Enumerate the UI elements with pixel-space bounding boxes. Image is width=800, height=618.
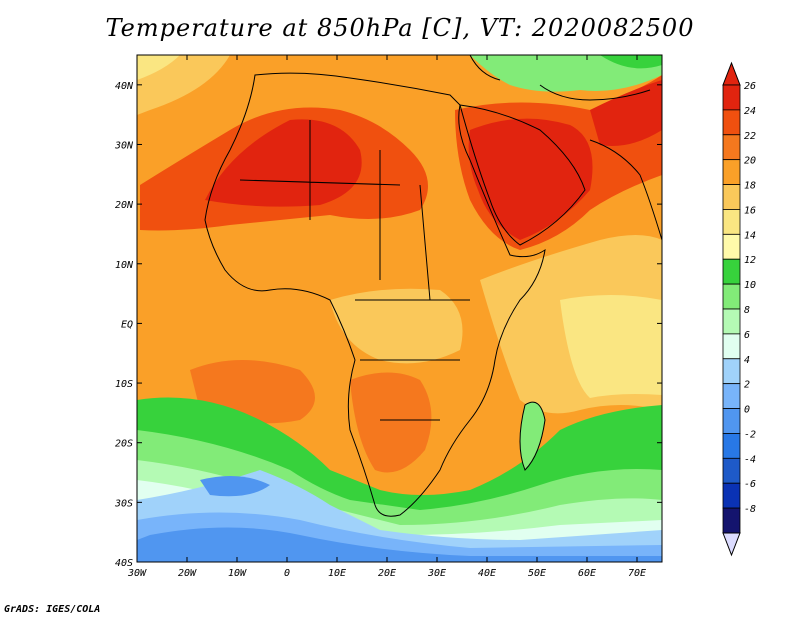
colorbar-segment	[722, 457, 741, 484]
lon-tick-label: 10E	[328, 568, 346, 579]
lon-tick-label: 0	[284, 568, 290, 579]
lon-tick-label: 30E	[427, 568, 446, 579]
lat-tick-label: 20S	[115, 439, 133, 450]
lat-tick-label: 10S	[115, 379, 133, 390]
colorbar-segment	[722, 482, 741, 509]
chart-title: Temperature at 850hPa [C], VT: 202008250…	[105, 14, 695, 42]
colorbar-label: -6	[744, 479, 756, 490]
colorbar-segment	[722, 134, 741, 161]
colorbar-segment	[722, 408, 741, 434]
lat-tick-label: 30N	[114, 140, 134, 151]
lat-tick-label: EQ	[121, 319, 133, 330]
colorbar-segment	[722, 233, 741, 260]
colorbar-label: 16	[744, 205, 756, 216]
colorbar-label: 20	[744, 156, 756, 167]
colorbar-segment	[722, 109, 741, 136]
colorbar-label: 2	[744, 380, 750, 391]
lon-tick-label: 10W	[228, 568, 247, 579]
lat-tick-label: 40S	[115, 558, 133, 569]
longitude-axis: 30W 20W 10W 0 10E 20E 30E 40E 50E 60E 70E	[127, 55, 646, 579]
lon-tick-label: 30W	[127, 568, 147, 579]
colorbar-segment	[722, 84, 741, 111]
colorbar-label: 4	[744, 355, 750, 366]
lon-tick-label: 20W	[178, 568, 197, 579]
colorbar-segment	[722, 507, 741, 534]
colorbar-label: 10	[744, 280, 756, 291]
colorbar-label: -8	[744, 504, 756, 515]
colorbar-label: 24	[744, 106, 756, 117]
colorbar-label: 0	[744, 405, 750, 416]
colorbar-segment	[722, 258, 741, 285]
colorbar-label: 8	[744, 305, 750, 316]
colorbar-label: 26	[744, 81, 756, 92]
lat-tick-label: 20N	[115, 200, 134, 211]
colorbar-label: -2	[744, 429, 756, 440]
colorbar-label: -4	[744, 454, 756, 465]
lat-tick-label: 40N	[115, 81, 134, 92]
colorbar-segment	[722, 308, 741, 335]
colorbar-segment	[722, 383, 741, 409]
coastlines	[204, 55, 662, 517]
colorbar-segment	[722, 283, 741, 310]
colorbar-segment	[722, 209, 741, 235]
lon-tick-label: 40E	[478, 568, 496, 579]
temperature-field	[137, 55, 662, 562]
colorbar-label: 14	[744, 230, 756, 241]
colorbar-segment	[722, 159, 741, 185]
colorbar-top-arrow	[722, 61, 741, 86]
colorbar-bottom-arrow	[722, 532, 741, 557]
colorbar-segment	[722, 333, 741, 360]
colorbar-label: 18	[744, 181, 756, 192]
lon-tick-label: 60E	[578, 568, 596, 579]
lon-tick-label: 70E	[628, 568, 646, 579]
colorbar-label: 12	[744, 255, 756, 266]
credit-text: GrADS: IGES/COLA	[4, 604, 101, 615]
latitude-axis: 40N 30N 20N 10N EQ 10S 20S 30S 40S	[114, 81, 662, 569]
colorbar-segment	[722, 433, 741, 459]
lon-tick-label: 50E	[528, 568, 546, 579]
colorbar-segment	[722, 358, 741, 385]
lat-tick-label: 30S	[114, 498, 133, 509]
map-frame	[136, 54, 663, 563]
colorbar-label: 22	[744, 131, 756, 142]
colorbar-label: 6	[744, 330, 750, 341]
lon-tick-label: 20E	[378, 568, 396, 579]
lat-tick-label: 10N	[115, 260, 134, 271]
colorbar-segment	[722, 184, 741, 210]
